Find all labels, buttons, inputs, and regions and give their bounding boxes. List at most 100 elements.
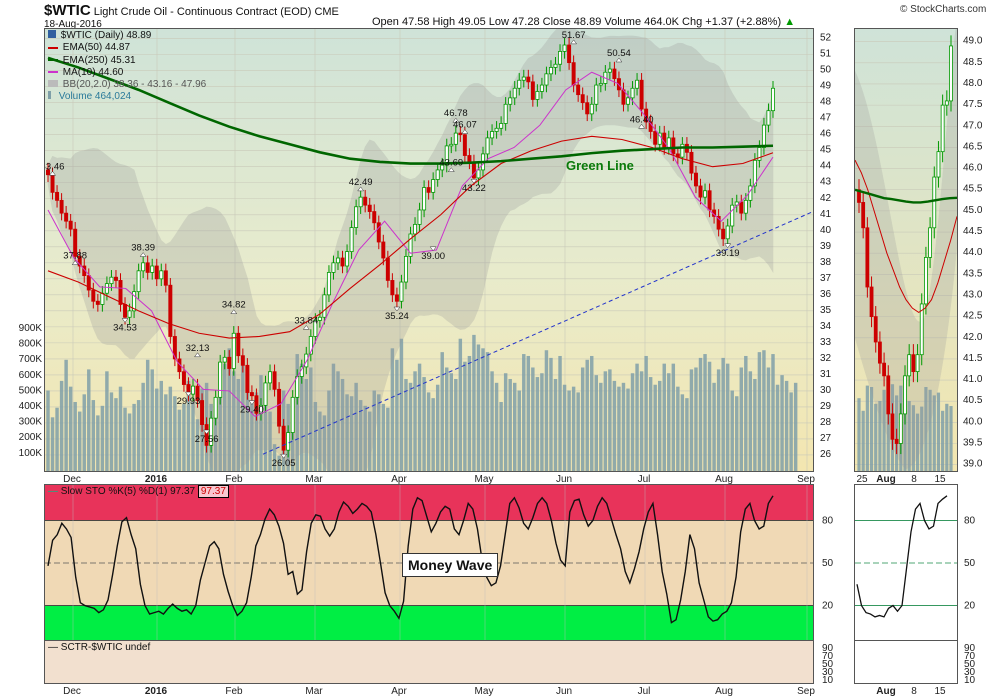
candle-body (408, 233, 413, 257)
zoom-x-axis: 25 Aug 8 15 (856, 474, 946, 485)
up-arrow-icon: ▲ (784, 16, 796, 28)
price-tick-label: 37 (820, 273, 832, 284)
zoom-price-tick-label: 46.5 (963, 141, 983, 152)
candle-body (326, 272, 331, 296)
candle-body (159, 270, 164, 280)
volume-bar (467, 355, 472, 471)
ema250-line (47, 56, 774, 165)
candle-body (689, 151, 694, 174)
price-panel: 43.46 37.88 34.53 38.39 29.93 32.13 27.56 34.82… (44, 28, 814, 472)
price-chart-svg: 43.46 37.88 34.53 38.39 29.93 32.13 27.56 34.82… (45, 29, 813, 471)
candle-body (462, 134, 467, 156)
volume-bar (789, 392, 793, 471)
candle-body (109, 276, 114, 285)
volume-bar (363, 405, 367, 471)
volume-tick-label: 400K (19, 401, 43, 412)
price-marker (248, 400, 256, 405)
price-tick-label: 29 (820, 401, 832, 412)
main-legend: $WTIC (Daily) 48.89 EMA(50) 44.87 EMA(25… (48, 30, 206, 104)
candle-body (394, 294, 399, 302)
volume-tick-label: 300K (19, 417, 43, 428)
zoom-price-tick-label: 39.5 (963, 438, 983, 449)
volume-bar (422, 377, 426, 471)
volume-bar (653, 384, 657, 471)
volume-bar (141, 382, 145, 471)
legend-main-series: $WTIC (Daily) 48.89 (48, 30, 206, 42)
volume-tick-label: 200K (19, 432, 43, 443)
quote-line: Open 47.58 High 49.05 Low 47.28 Close 48… (372, 16, 795, 28)
month-tick-label: Sep (797, 686, 815, 697)
candle-body (367, 204, 372, 212)
candle-body (46, 169, 50, 176)
price-tick-label: 27 (820, 433, 832, 444)
zoom-volume-bar (857, 398, 861, 471)
zoom-sto-line (856, 495, 948, 618)
zoom-x-tick-label: Aug (876, 474, 895, 485)
month-tick-label: Jun (556, 686, 572, 697)
volume-bar (426, 392, 431, 471)
volume-bar (73, 401, 77, 471)
zoom-candle-body (894, 438, 899, 444)
zoom-volume-bar (911, 405, 915, 471)
candle-body (100, 292, 105, 305)
candle-body (635, 79, 640, 89)
volume-bar (268, 411, 272, 471)
legend-bb: BB(20,2.0) 38.36 - 43.16 - 47.96 (48, 79, 206, 91)
price-tick-label: 50 (820, 65, 832, 76)
candle-body (218, 361, 223, 398)
price-tick-label: 36 (820, 289, 832, 300)
candle-body (55, 191, 60, 201)
volume-bar (177, 409, 182, 471)
price-annotation: 29.40 (240, 405, 264, 416)
zoom-volume-bar (924, 387, 928, 471)
candle-body (653, 131, 658, 145)
candle-body (698, 185, 703, 198)
volume-bar (390, 348, 395, 471)
price-tick-label: 34 (820, 321, 832, 332)
zoom-candle-body (928, 227, 932, 258)
price-tick-label: 28 (820, 417, 832, 428)
brand-logo: © StockCharts.com (900, 4, 987, 15)
volume-bar (594, 375, 599, 471)
candle-body (345, 251, 350, 267)
price-tick-label: 43 (820, 177, 832, 188)
legend-bb-label: BB(20,2.0) 38.36 - 43.16 - 47.96 (62, 79, 207, 91)
volume-bar (562, 384, 567, 471)
candle-body (630, 87, 635, 99)
price-annotation: 34.82 (222, 300, 246, 311)
volume-bar (707, 361, 712, 471)
price-marker (461, 129, 469, 134)
zoom-volume-bar (907, 401, 911, 471)
price-annotation: 42.49 (349, 177, 373, 188)
zoom-candle-body (873, 316, 878, 343)
candle-body (494, 127, 499, 132)
price-annotation: 46.78 (444, 108, 468, 119)
volume-bar (50, 417, 55, 471)
price-annotation: 38.39 (131, 243, 155, 254)
zoom-volume-bar (886, 387, 890, 471)
month-tick-label: Sep (797, 474, 815, 485)
candle-body (295, 376, 300, 398)
zoom-volume-bar (928, 389, 932, 471)
candle-body (517, 79, 522, 89)
price-tick-label: 40 (820, 225, 832, 236)
candle-body (181, 371, 186, 385)
price-annotation: 35.24 (385, 311, 409, 322)
volume-bar (245, 388, 250, 471)
volume-bar (630, 373, 635, 471)
volume-bar (481, 348, 485, 471)
price-tick-label: 38 (820, 257, 832, 268)
zoom-volume-bar (882, 389, 886, 471)
exchange: CME (314, 6, 339, 18)
volume-bar (313, 401, 318, 471)
volume-bar (576, 392, 580, 471)
price-marker (615, 57, 623, 63)
candle-body (132, 291, 137, 312)
volume-bar (250, 400, 254, 471)
price-marker (724, 243, 732, 249)
price-marker (280, 453, 288, 459)
price-tick-label: 42 (820, 193, 832, 204)
volume-bar (735, 396, 739, 471)
legend-ema50-label: EMA(50) 44.87 (62, 42, 131, 54)
